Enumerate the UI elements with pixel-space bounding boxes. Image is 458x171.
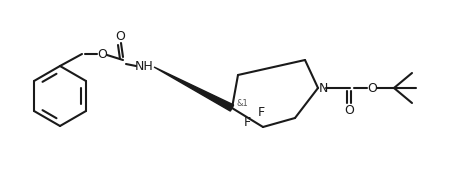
Text: F: F: [257, 107, 265, 120]
Polygon shape: [154, 67, 234, 111]
Text: &1: &1: [236, 100, 248, 109]
Text: O: O: [115, 30, 125, 43]
Text: O: O: [367, 82, 377, 95]
Text: F: F: [244, 116, 251, 129]
Text: N: N: [318, 82, 327, 95]
Text: O: O: [97, 48, 107, 61]
Text: O: O: [344, 104, 354, 117]
Text: NH: NH: [135, 61, 153, 74]
